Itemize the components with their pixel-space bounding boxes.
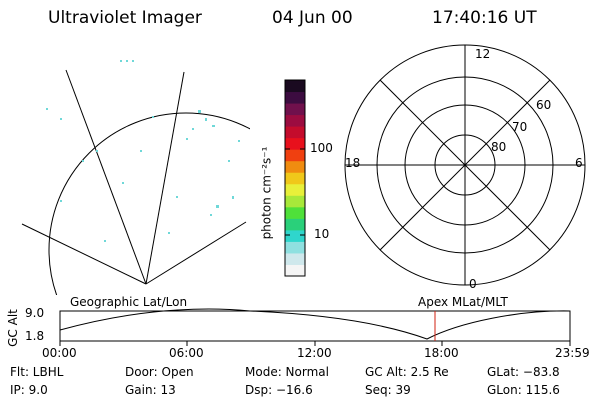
ip-readout: IP: 9.0 <box>10 383 48 397</box>
seq-readout: Seq: 39 <box>365 383 411 397</box>
colorbar-segment <box>285 126 305 139</box>
y-tick-1-8: 1.8 <box>25 329 45 343</box>
colorbar-segment <box>285 264 305 277</box>
timeline-axis-label: GC Alt <box>5 309 20 347</box>
timeline-left-title: Geographic Lat/Lon <box>70 295 188 309</box>
colorbar-segment <box>285 160 305 173</box>
colorbar-segment <box>285 252 305 265</box>
colorbar-segment <box>285 195 305 208</box>
x-tick-1800: 18:00 <box>424 346 459 360</box>
colorbar-tick-10: 10 <box>314 227 330 241</box>
timeline-right-title: Apex MLat/MLT <box>418 295 508 309</box>
date-readout: 04 Jun 00 <box>272 8 353 28</box>
colorbar-segment <box>285 183 305 196</box>
altitude-timeline <box>59 308 571 346</box>
gain-readout: Gain: 13 <box>125 383 176 397</box>
colorbar-segment <box>285 218 305 231</box>
colorbar-segment <box>285 241 305 254</box>
mlt-label-12: 12 <box>475 47 491 61</box>
colorbar-segment <box>285 172 305 185</box>
lat-label-80: 80 <box>491 140 507 154</box>
meridian-line <box>21 223 147 285</box>
gc-alt-readout: GC Alt: 2.5 Re <box>365 365 449 379</box>
colorbar-segment <box>285 229 305 242</box>
lat-label-60: 60 <box>536 98 552 112</box>
meridian-line <box>145 221 247 285</box>
colorbar-segment <box>285 149 305 162</box>
filter-readout: Flt: LBHL <box>10 365 64 379</box>
polar-plot <box>344 44 586 286</box>
x-tick-0600: 06:00 <box>169 346 204 360</box>
colorbar-unit-label: photon cm⁻²s⁻¹ <box>259 146 274 240</box>
mlt-label-6: 6 <box>575 156 583 170</box>
time-readout: 17:40:16 UT <box>432 8 537 28</box>
emission-specks <box>46 60 240 242</box>
x-tick-1200: 12:00 <box>297 346 332 360</box>
app-title: Ultraviolet Imager <box>48 8 202 28</box>
colorbar-segment <box>285 206 305 219</box>
colorbar-segment <box>285 91 305 104</box>
colorbar-segment <box>285 114 305 127</box>
colorbar-segment <box>285 137 305 150</box>
door-readout: Door: Open <box>125 365 194 379</box>
x-tick-2359: 23:59 <box>555 346 590 360</box>
glat-readout: GLat: −83.8 <box>487 365 560 379</box>
mode-readout: Mode: Normal <box>245 365 329 379</box>
colorbar-tick-100: 100 <box>310 141 333 155</box>
y-tick-9: 9.0 <box>25 306 45 320</box>
colorbar-segment <box>285 103 305 116</box>
dsp-readout: Dsp: −16.6 <box>245 383 313 397</box>
colorbar <box>285 80 305 277</box>
latitude-circle <box>48 112 250 295</box>
mlt-label-0: 0 <box>469 277 477 291</box>
lat-label-70: 70 <box>512 120 528 134</box>
colorbar-segment <box>285 80 305 93</box>
meridian-line <box>145 71 185 285</box>
meridian-line <box>65 69 147 285</box>
x-tick-0000: 00:00 <box>42 346 77 360</box>
colorbar-frame <box>284 79 306 277</box>
mlt-label-18: 18 <box>345 156 361 170</box>
glon-readout: GLon: 115.6 <box>487 383 560 397</box>
